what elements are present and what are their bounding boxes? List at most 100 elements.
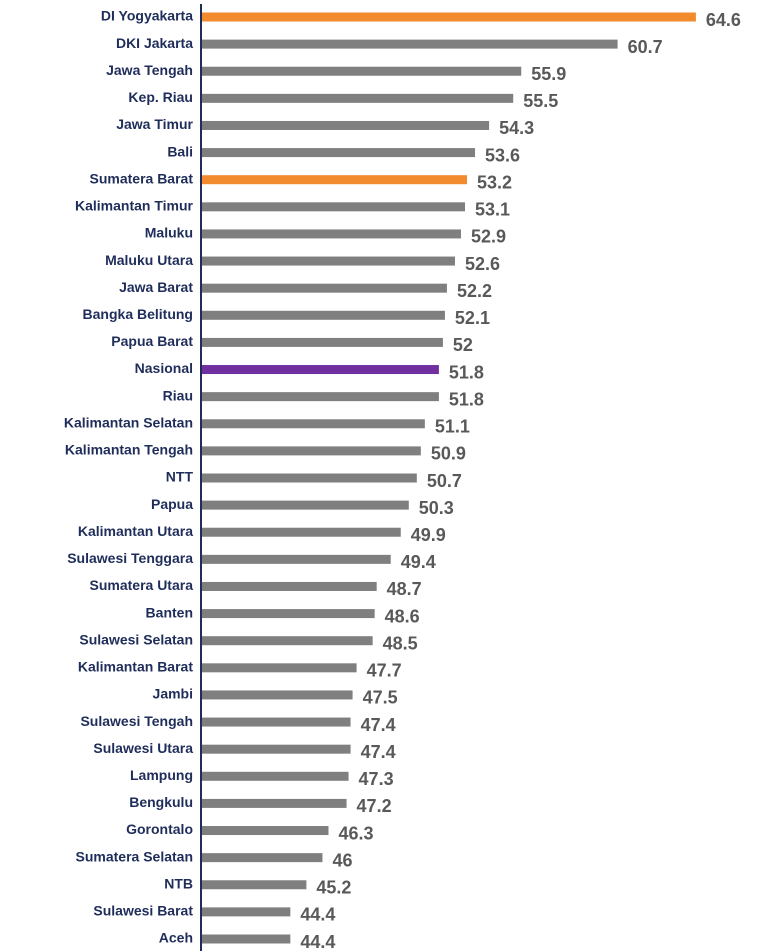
category-label: NTB <box>164 875 193 891</box>
value-label: 47.4 <box>361 742 396 762</box>
category-label: Papua Barat <box>111 333 193 349</box>
category-label: Sulawesi Tenggara <box>67 550 193 566</box>
bar <box>202 256 455 266</box>
category-label: Jawa Barat <box>119 279 193 295</box>
bar <box>202 636 373 646</box>
value-label: 48.6 <box>385 606 420 626</box>
category-label: Jambi <box>153 686 193 702</box>
value-label: 49.9 <box>411 525 446 545</box>
bar <box>202 581 377 591</box>
category-label: Gorontalo <box>126 821 193 837</box>
bar <box>202 798 347 808</box>
bar <box>202 66 522 76</box>
value-label: 49.4 <box>401 552 436 572</box>
category-label: Kalimantan Tengah <box>65 442 193 458</box>
value-label: 45.2 <box>316 878 351 898</box>
bar <box>202 148 476 158</box>
bar <box>202 690 353 700</box>
bar <box>202 337 443 347</box>
value-label: 47.2 <box>357 796 392 816</box>
value-label: 48.5 <box>383 633 418 653</box>
value-label: 53.2 <box>477 172 512 192</box>
value-label: 50.3 <box>419 498 454 518</box>
bar <box>202 473 417 483</box>
bar <box>202 392 439 402</box>
value-label: 48.7 <box>387 579 422 599</box>
bar <box>202 717 351 727</box>
category-label: Kalimantan Utara <box>78 523 193 539</box>
value-label: 52.2 <box>457 281 492 301</box>
value-label: 44.4 <box>300 932 335 951</box>
bar <box>202 175 468 185</box>
value-label: 52 <box>453 335 473 355</box>
category-label: Sumatera Barat <box>90 170 194 186</box>
category-label: Aceh <box>159 930 193 946</box>
bar <box>202 12 696 22</box>
category-label: Maluku <box>145 225 193 241</box>
bar <box>202 229 461 239</box>
category-label: Jawa Timur <box>116 116 193 132</box>
value-label: 46.3 <box>338 823 373 843</box>
category-label: Kalimantan Timur <box>75 198 194 214</box>
bar <box>202 907 291 917</box>
category-label: DKI Jakarta <box>116 35 193 51</box>
category-label: Sumatera Selatan <box>76 848 194 864</box>
value-label: 50.7 <box>427 471 462 491</box>
bar <box>202 771 349 781</box>
bar <box>202 853 323 863</box>
category-label: Sulawesi Barat <box>93 903 193 919</box>
bar <box>202 120 490 130</box>
bar <box>202 202 466 212</box>
bar <box>202 880 307 890</box>
category-label: Kalimantan Barat <box>78 659 193 675</box>
bar <box>202 744 351 754</box>
category-label: Kep. Riau <box>128 89 193 105</box>
value-label: 52.6 <box>465 254 500 274</box>
category-label: Sulawesi Utara <box>93 740 193 756</box>
value-label: 51.8 <box>449 389 484 409</box>
value-label: 52.1 <box>455 308 490 328</box>
value-label: 53.6 <box>485 145 520 165</box>
bar <box>202 283 447 293</box>
bar <box>202 446 421 456</box>
category-label: DI Yogyakarta <box>101 8 193 24</box>
category-label: Sulawesi Selatan <box>79 631 193 647</box>
category-label: Kalimantan Selatan <box>64 414 193 430</box>
value-label: 51.8 <box>449 362 484 382</box>
category-label: Jawa Tengah <box>106 62 193 78</box>
bar <box>202 663 357 673</box>
bar <box>202 93 514 103</box>
category-label: Riau <box>163 387 193 403</box>
category-label: Banten <box>146 604 193 620</box>
category-label: Bangka Belitung <box>83 306 193 322</box>
bar <box>202 609 375 619</box>
bar <box>202 419 425 429</box>
value-label: 64.6 <box>706 10 741 30</box>
value-label: 47.3 <box>359 769 394 789</box>
value-label: 50.9 <box>431 444 466 464</box>
category-label: Bengkulu <box>129 794 193 810</box>
value-label: 55.5 <box>523 91 558 111</box>
bar <box>202 934 291 944</box>
category-label: Sulawesi Tengah <box>80 713 193 729</box>
bar <box>202 310 445 320</box>
value-label: 51.1 <box>435 417 470 437</box>
bar <box>202 826 329 836</box>
category-label: Papua <box>151 496 193 512</box>
value-label: 55.9 <box>531 64 566 84</box>
bar <box>202 527 401 537</box>
category-label: Nasional <box>135 360 193 376</box>
category-label: Sumatera Utara <box>90 577 194 593</box>
bar <box>202 365 439 375</box>
value-label: 47.5 <box>363 688 398 708</box>
bar <box>202 500 409 510</box>
value-label: 44.4 <box>300 905 335 925</box>
value-label: 46 <box>332 850 352 870</box>
value-label: 47.4 <box>361 715 396 735</box>
category-label: NTT <box>166 469 194 485</box>
category-label: Bali <box>167 143 193 159</box>
category-label: Maluku Utara <box>105 252 193 268</box>
category-label: Lampung <box>130 767 193 783</box>
value-label: 52.9 <box>471 227 506 247</box>
